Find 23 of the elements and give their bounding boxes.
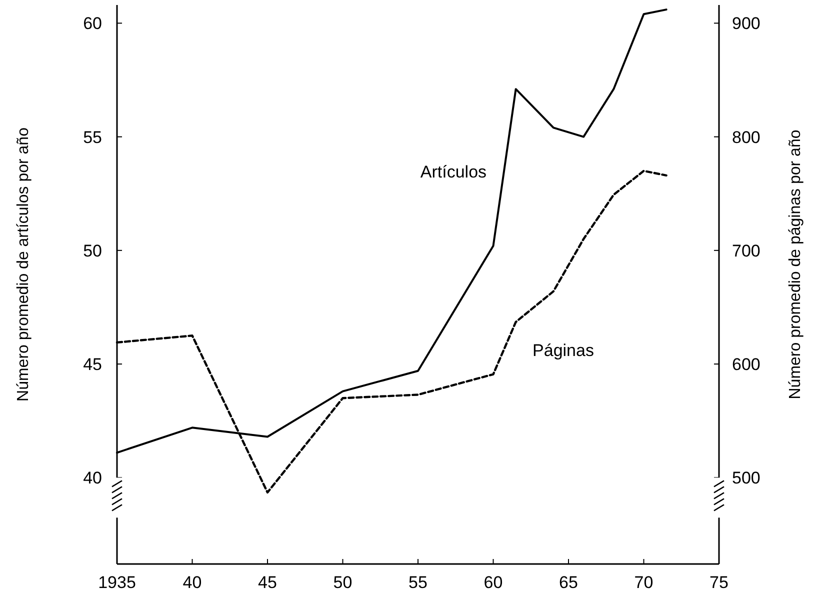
y-tick-label: 40 [83, 468, 102, 488]
y-tick-label: 50 [83, 241, 102, 260]
series-label: Artículos [420, 162, 487, 182]
x-tick-label: 50 [333, 573, 352, 592]
x-tick-label: 65 [559, 573, 578, 592]
x-tick-label: 40 [182, 573, 202, 592]
x-tick-label: 60 [484, 573, 503, 592]
y-tick-label: 45 [83, 355, 102, 374]
y-tick-label: 55 [83, 128, 102, 147]
x-tick-label: 70 [634, 573, 654, 592]
y-tick-label: 60 [83, 14, 102, 34]
x-tick-label: 1935 [98, 573, 136, 592]
y-axis-title: Número promedio de artículos por año [15, 127, 32, 402]
y2-tick-label: 500 [732, 468, 760, 488]
y2-tick-label: 800 [732, 128, 760, 147]
y2-tick-label: 600 [732, 355, 760, 374]
x-tick-label: 55 [408, 573, 428, 592]
y2-axis-title: Número promedio de páginas por año [787, 130, 804, 400]
y2-tick-label: 700 [732, 241, 760, 260]
x-tick-label: 45 [258, 573, 277, 592]
y2-tick-label: 900 [732, 14, 760, 34]
series-label: Páginas [532, 341, 594, 360]
x-tick-label: 75 [710, 573, 728, 592]
